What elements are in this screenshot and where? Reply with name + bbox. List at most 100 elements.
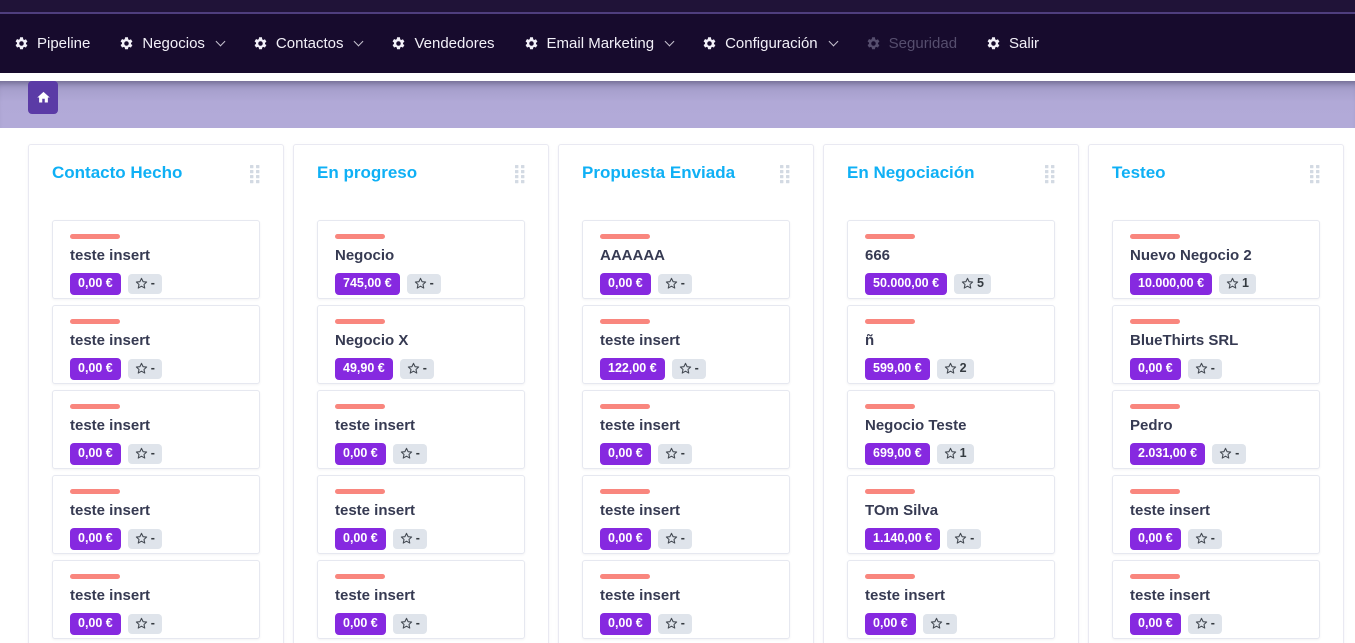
card-title: teste insert (70, 332, 151, 349)
card-value-badge: 1.140,00 € (865, 528, 941, 550)
deal-card[interactable]: Negocio Teste 699,00 € 1 (847, 390, 1055, 469)
card-badges: 0,00 € - (335, 528, 514, 550)
star-icon (944, 448, 956, 459)
deal-card[interactable]: teste insert 0,00 € - (317, 560, 525, 639)
card-stars-count: 1 (959, 445, 967, 460)
nav-item-vendedores[interactable]: Vendedores (391, 35, 495, 52)
gear-icon (525, 37, 537, 50)
card-rating-badge: - (657, 443, 692, 464)
card-stars-count: - (150, 275, 155, 290)
nav-item-salir[interactable]: Salir (986, 35, 1039, 52)
card-value-badge: 2.031,00 € (1130, 443, 1206, 465)
card-title: teste insert (1130, 502, 1211, 519)
deal-card[interactable]: teste insert 0,00 € - (582, 475, 790, 554)
nav-item-email-marketing[interactable]: Email Marketing (524, 35, 675, 52)
card-color-bar (70, 404, 120, 409)
deal-card[interactable]: 666 50.000,00 € 5 (847, 220, 1055, 299)
deal-card[interactable]: BlueThirts SRL 0,00 € - (1112, 305, 1320, 384)
card-title: teste insert (70, 587, 151, 604)
card-color-bar (70, 489, 120, 494)
deal-card[interactable]: AAAAAA 0,00 € - (582, 220, 790, 299)
deal-card[interactable]: teste insert 0,00 € - (1112, 475, 1320, 554)
deal-card[interactable]: teste insert 122,00 € - (582, 305, 790, 384)
nav-item-pipeline[interactable]: Pipeline (14, 35, 90, 52)
column-title: Testeo (1112, 163, 1166, 182)
card-value-badge: 0,00 € (600, 613, 651, 635)
star-icon (400, 618, 412, 629)
drag-handle-icon[interactable] (250, 165, 260, 184)
star-icon (1219, 448, 1232, 459)
drag-handle-icon[interactable] (1310, 165, 1320, 184)
deal-card[interactable]: Negocio X 49,90 € - (317, 305, 525, 384)
deal-card[interactable]: teste insert 0,00 € - (52, 220, 260, 299)
card-title: Negocio Teste (865, 417, 967, 434)
column-cards: Nuevo Negocio 2 10.000,00 € 1 BlueThirts… (1112, 220, 1320, 643)
card-color-bar (1130, 404, 1180, 409)
column-cards: Negocio 745,00 € - Negocio X 49,90 € - (317, 220, 525, 643)
card-value-badge: 0,00 € (600, 443, 651, 465)
card-badges: 0,00 € - (70, 443, 249, 465)
card-stars-count: - (680, 275, 685, 290)
column-title: Contacto Hecho (52, 163, 183, 182)
card-value-badge: 0,00 € (600, 528, 651, 550)
deal-card[interactable]: teste insert 0,00 € - (52, 475, 260, 554)
card-color-bar (600, 234, 650, 239)
card-stars-count: - (422, 360, 427, 375)
star-icon (400, 448, 412, 459)
deal-card[interactable]: TOm Silva 1.140,00 € - (847, 475, 1055, 554)
drag-handle-icon[interactable] (515, 165, 525, 184)
card-rating-badge: - (922, 613, 957, 634)
star-icon (135, 618, 147, 629)
card-stars-count: 1 (1242, 275, 1249, 290)
deal-card[interactable]: Nuevo Negocio 2 10.000,00 € 1 (1112, 220, 1320, 299)
card-title: TOm Silva (865, 502, 939, 519)
column-cards: AAAAAA 0,00 € - teste insert 122,00 € - (582, 220, 790, 643)
deal-card[interactable]: Pedro 2.031,00 € - (1112, 390, 1320, 469)
home-button[interactable] (28, 81, 58, 114)
card-title: AAAAAA (600, 247, 665, 264)
gear-icon (121, 37, 133, 50)
star-icon (414, 278, 426, 289)
star-icon (135, 448, 147, 459)
card-value-badge: 0,00 € (1130, 528, 1181, 550)
card-badges: 599,00 € 2 (865, 358, 1044, 380)
card-color-bar (1130, 234, 1180, 239)
card-color-bar (865, 319, 915, 324)
deal-card[interactable]: teste insert 0,00 € - (317, 390, 525, 469)
deal-card[interactable]: teste insert 0,00 € - (52, 390, 260, 469)
card-title: ñ (865, 332, 875, 349)
deal-card[interactable]: ñ 599,00 € 2 (847, 305, 1055, 384)
deal-card[interactable]: teste insert 0,00 € - (52, 560, 260, 639)
card-color-bar (600, 574, 650, 579)
card-stars-count: - (680, 530, 685, 545)
nav-item-label: Vendedores (414, 35, 495, 52)
nav-item-contactos[interactable]: Contactos (253, 35, 364, 52)
star-icon (961, 278, 974, 289)
nav-item-configuracion[interactable]: Configuración (702, 35, 839, 52)
deal-card[interactable]: teste insert 0,00 € - (317, 475, 525, 554)
star-icon (679, 363, 691, 374)
deal-card[interactable]: teste insert 0,00 € - (847, 560, 1055, 639)
card-rating-badge: - (1187, 613, 1222, 634)
card-badges: 0,00 € - (600, 273, 779, 295)
deal-card[interactable]: teste insert 0,00 € - (52, 305, 260, 384)
gear-icon (987, 37, 1000, 50)
pipeline-board: Contacto Hecho teste insert 0,00 € - tes… (0, 128, 1355, 643)
card-badges: 0,00 € - (1130, 358, 1309, 380)
nav-item-negocios[interactable]: Negocios (119, 35, 226, 52)
deal-card[interactable]: Negocio 745,00 € - (317, 220, 525, 299)
card-title: teste insert (1130, 587, 1211, 604)
card-color-bar (335, 489, 385, 494)
card-badges: 0,00 € - (1130, 613, 1309, 635)
deal-card[interactable]: teste insert 0,00 € - (582, 390, 790, 469)
card-stars-count: - (415, 615, 420, 630)
card-title: teste insert (335, 502, 416, 519)
card-value-badge: 0,00 € (865, 613, 916, 635)
deal-card[interactable]: teste insert 0,00 € - (582, 560, 790, 639)
card-value-badge: 699,00 € (865, 443, 930, 465)
drag-handle-icon[interactable] (1045, 165, 1055, 184)
deal-card[interactable]: teste insert 0,00 € - (1112, 560, 1320, 639)
drag-handle-icon[interactable] (780, 165, 790, 184)
card-title: teste insert (600, 502, 681, 519)
card-rating-badge: - (657, 613, 692, 634)
